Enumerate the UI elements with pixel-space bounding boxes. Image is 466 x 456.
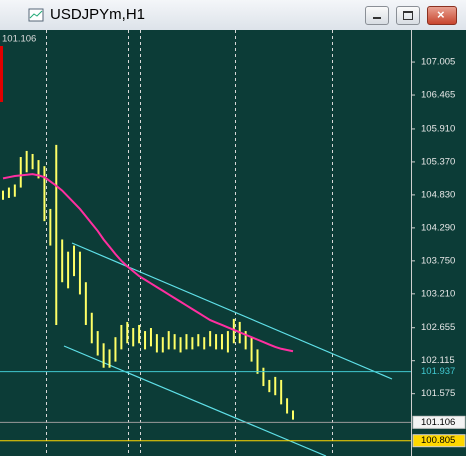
window-icon [28, 8, 44, 22]
price-level-label: 101.937 [421, 366, 455, 377]
price-level-box [412, 415, 466, 429]
y-tick-label: 105.910 [421, 123, 455, 134]
y-tick-label: 106.465 [421, 90, 455, 101]
y-tick-label: 104.830 [421, 189, 455, 200]
chart: 101.106 107.005 106.465 105.910 105.370 104.… [0, 30, 466, 456]
maximize-button[interactable] [396, 6, 420, 25]
y-tick-label: 102.655 [421, 322, 455, 333]
y-tick-label: 102.115 [421, 355, 455, 366]
price-level-label: 101.106 [421, 417, 455, 428]
title-bar: USDJPYm,H1 × [0, 0, 466, 30]
y-tick-label: 107.005 [421, 57, 455, 68]
window-title: USDJPYm,H1 [50, 6, 146, 23]
minimize-button[interactable] [365, 6, 389, 25]
indicator-marker [0, 46, 3, 102]
moving-average [2, 173, 294, 353]
price-level-box [412, 434, 466, 448]
y-tick-label: 103.750 [421, 255, 455, 266]
y-tick-label: 103.210 [421, 288, 455, 299]
close-button[interactable]: × [427, 6, 457, 25]
plot-background [0, 30, 466, 456]
y-tick-label: 101.575 [421, 388, 455, 399]
last-price-text: 101.106 [2, 34, 36, 45]
period-separators [46, 30, 333, 456]
price-level-box [413, 365, 465, 378]
y-tick-label: 104.290 [421, 222, 455, 233]
price-level-label: 100.805 [421, 435, 455, 446]
y-tick-label: 105.370 [421, 156, 455, 167]
